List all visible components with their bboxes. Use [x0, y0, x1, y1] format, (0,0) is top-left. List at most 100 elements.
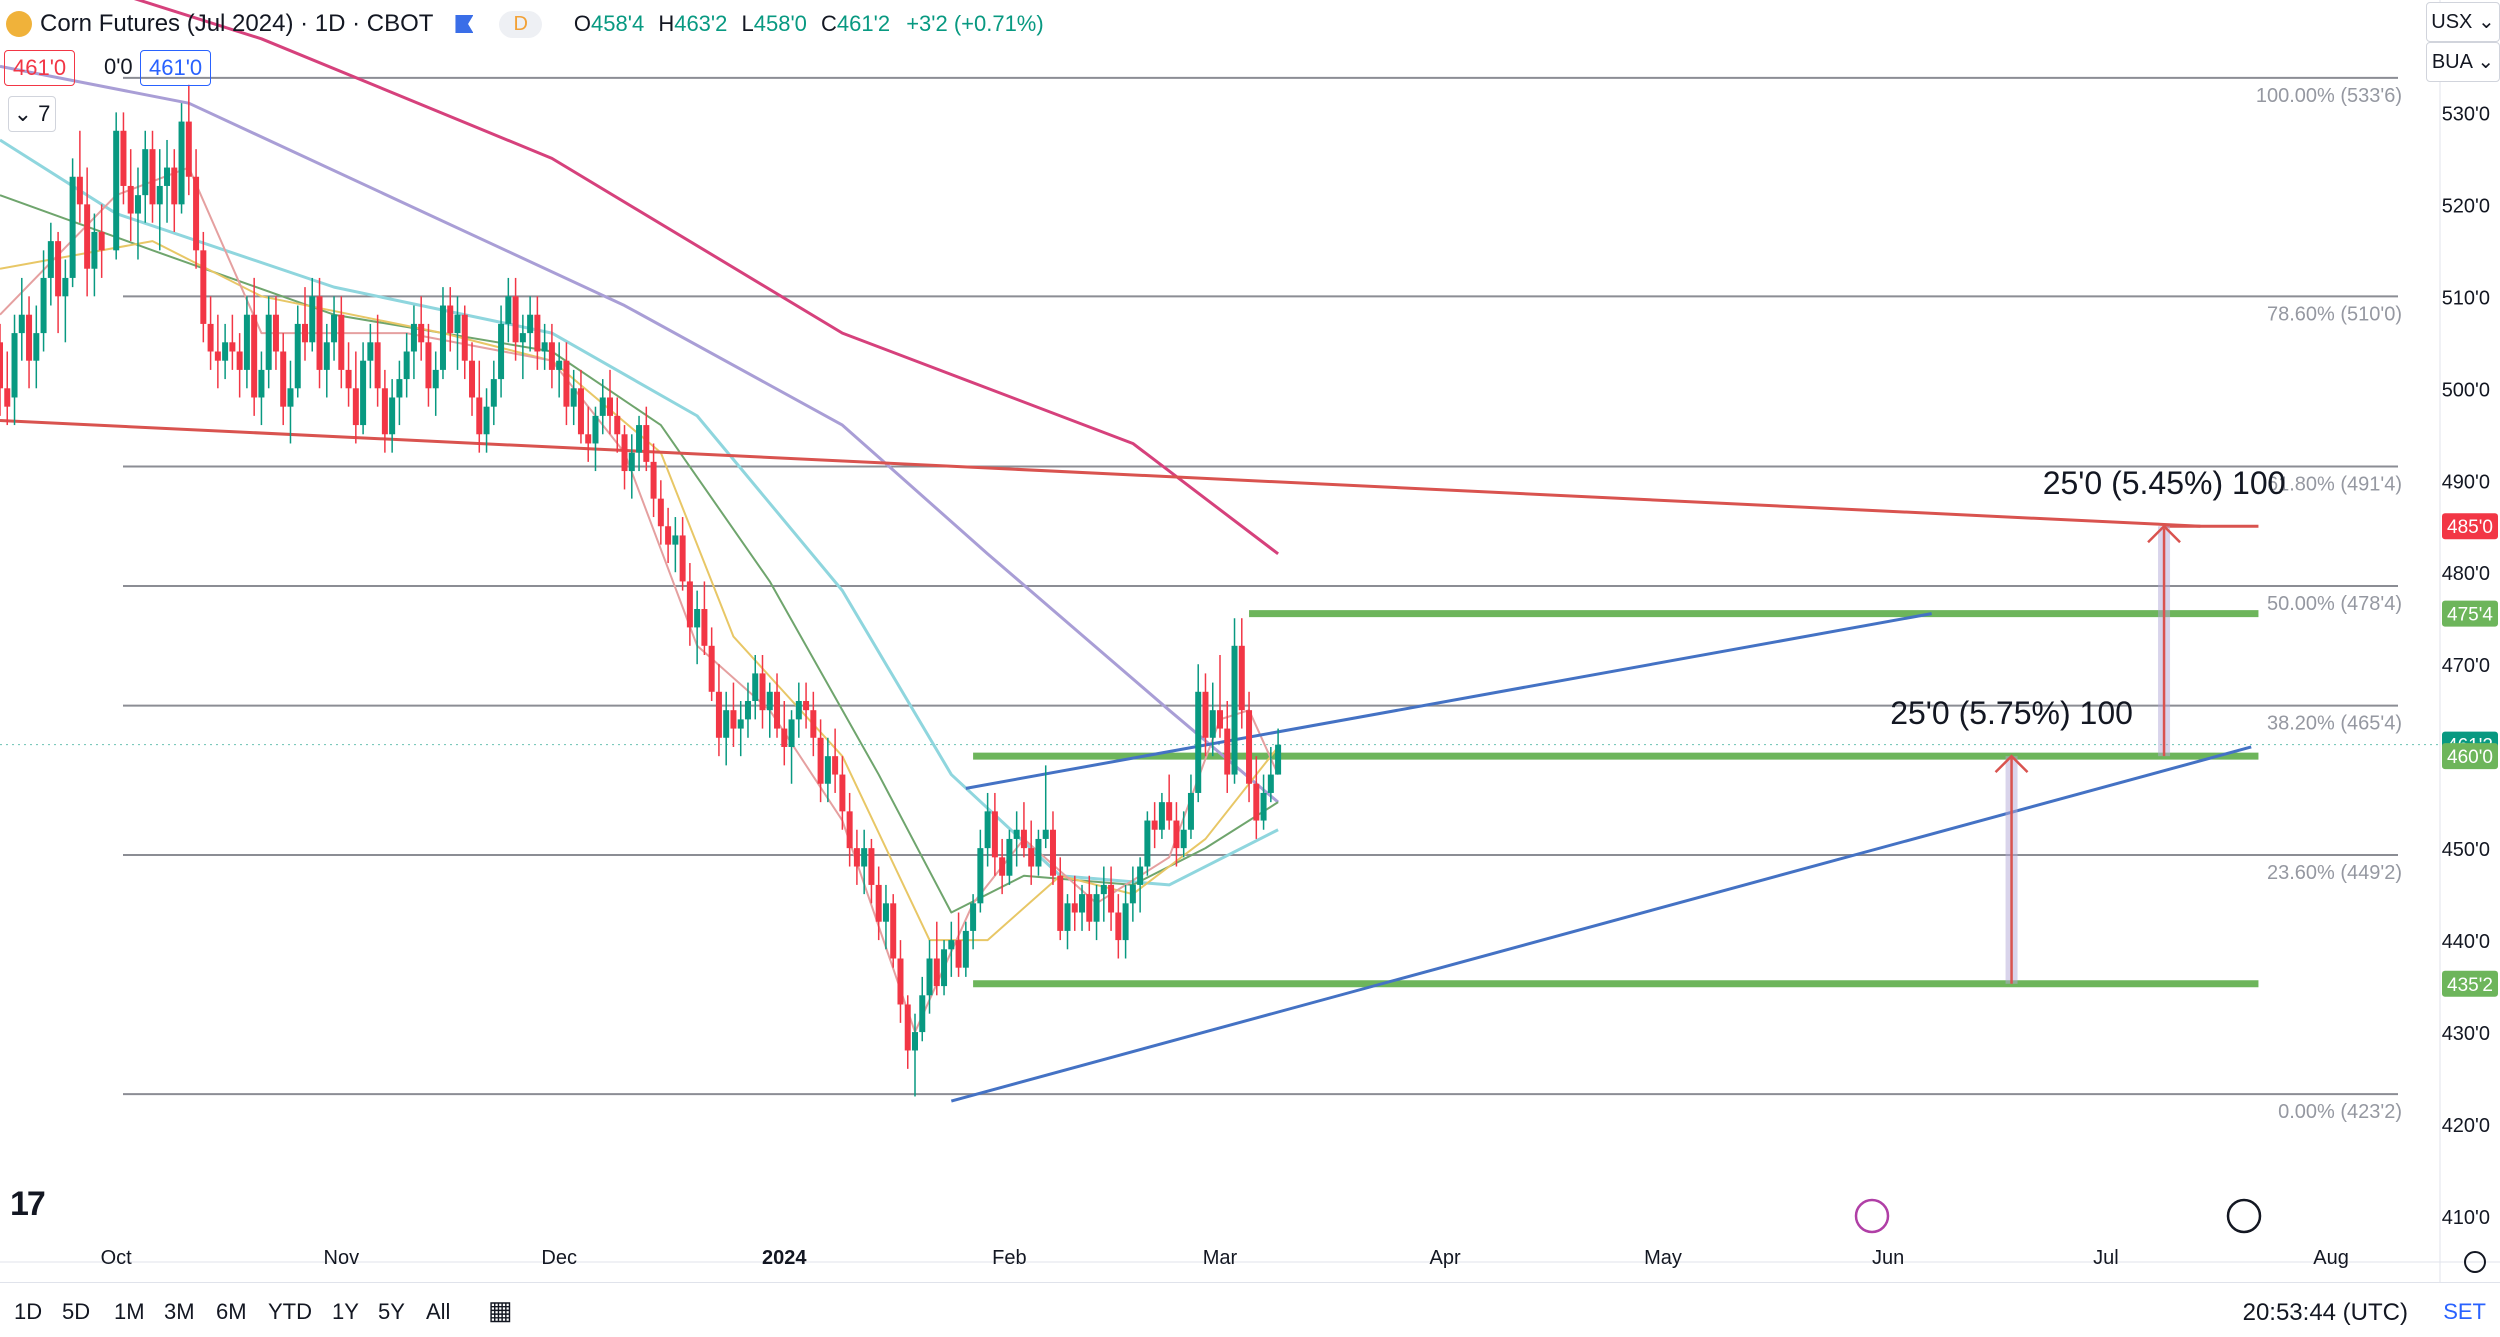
candle-body [1006, 838, 1013, 876]
candle [744, 682, 751, 738]
candle [91, 213, 98, 297]
time-tick-label: Dec [541, 1247, 577, 1269]
candle-body [1253, 783, 1260, 821]
candle-body [1100, 884, 1107, 895]
candle-body [1057, 875, 1064, 931]
candle [272, 296, 279, 370]
candle [1006, 829, 1013, 885]
candle-body [519, 333, 526, 343]
candle-body [331, 314, 338, 343]
candle [1173, 802, 1180, 867]
price-badge-label: 435'2 [2447, 975, 2493, 996]
candle-body [708, 645, 715, 692]
candle [636, 415, 643, 472]
candle [933, 921, 940, 996]
candle-body [933, 958, 940, 987]
candle [795, 682, 802, 738]
timeframe-1d[interactable]: 1D [14, 1299, 43, 1324]
candle-body [309, 296, 316, 343]
candle-body [18, 314, 25, 334]
candle-body [592, 415, 599, 444]
candle-body [1246, 710, 1253, 784]
candle-body [1238, 645, 1245, 711]
candle-body [26, 314, 33, 361]
timeframe-all[interactable]: All [426, 1299, 451, 1324]
fib-level-label: 50.00% (478'4) [2267, 593, 2402, 615]
candle [803, 682, 810, 729]
candle-body [1173, 820, 1180, 849]
fib-level-label: 0.00% (423'2) [2278, 1101, 2402, 1123]
candle [0, 323, 3, 416]
candle-body [1144, 820, 1151, 867]
candle-body [40, 277, 47, 334]
timeframe-6m[interactable]: 6M [216, 1299, 247, 1324]
fib-level-label: 38.20% (465'4) [2267, 713, 2402, 735]
candle [1231, 618, 1238, 784]
candle [1129, 866, 1136, 922]
candle [178, 103, 185, 214]
candle [643, 406, 650, 472]
candle [47, 222, 54, 306]
timeframe-5d[interactable]: 5D [62, 1299, 91, 1324]
candle-body [846, 811, 853, 849]
candle [1035, 829, 1042, 876]
candle [817, 719, 824, 803]
time-tick-label: Nov [324, 1247, 360, 1269]
clock[interactable]: 20:53:44 (UTC) [2242, 1299, 2408, 1326]
candle [18, 277, 25, 361]
candle [701, 581, 708, 655]
candle [614, 397, 621, 453]
symbol-title[interactable]: Corn Futures (Jul 2024) · 1D · CBOT [40, 10, 434, 37]
lightning-icon [1854, 1198, 1890, 1234]
candle [1137, 857, 1144, 913]
indicators-toggle[interactable]: ⌄ 7 [8, 96, 56, 132]
candle-body [1115, 912, 1122, 941]
candle [396, 360, 403, 426]
candle-body [476, 397, 483, 435]
candle [120, 112, 127, 205]
timeframe-ytd[interactable]: YTD [268, 1299, 312, 1324]
timeframe-1m[interactable]: 1M [114, 1299, 145, 1324]
candle [570, 369, 577, 426]
candle-body [149, 149, 156, 205]
price-tick-label: 450'0 [2442, 839, 2490, 861]
tradingview-logo[interactable]: 17 [10, 1185, 46, 1223]
unit-select[interactable]: BUA ⌄ [2426, 42, 2500, 82]
candle-body [374, 342, 381, 389]
sell-button[interactable]: 461'0 [4, 50, 76, 86]
candle [665, 507, 672, 564]
timeframe-5y[interactable]: 5Y [378, 1299, 405, 1324]
timeframe-3m[interactable]: 3M [164, 1299, 195, 1324]
candle-body [1064, 903, 1071, 931]
candle-body [1122, 903, 1129, 941]
candle [280, 333, 287, 426]
candle [331, 296, 338, 361]
calendar-icon[interactable]: ▦ [488, 1295, 513, 1325]
price-badge [2442, 600, 2498, 627]
candle [512, 277, 519, 361]
candle [76, 130, 83, 223]
candle-body [694, 609, 701, 628]
candle [447, 287, 454, 352]
flag-icon[interactable] [455, 15, 474, 33]
candle-body [970, 903, 977, 931]
candle [425, 323, 432, 407]
candle [352, 351, 359, 444]
candle-body [185, 121, 192, 177]
candle-body [294, 323, 301, 389]
candle-body [1129, 884, 1136, 904]
currency-select[interactable]: USX ⌄ [2426, 2, 2500, 42]
candle [258, 351, 265, 426]
candle-body [839, 774, 846, 812]
candle [294, 305, 301, 398]
candle-body [1086, 894, 1093, 922]
candle-body [156, 185, 163, 205]
settings-button[interactable]: SET [2443, 1299, 2486, 1324]
candle-body [490, 379, 497, 407]
candle-body [69, 176, 76, 278]
candle [970, 894, 977, 950]
candle [367, 323, 374, 389]
buy-button[interactable]: 461'0 [140, 50, 212, 86]
timeframe-1y[interactable]: 1Y [332, 1299, 359, 1324]
